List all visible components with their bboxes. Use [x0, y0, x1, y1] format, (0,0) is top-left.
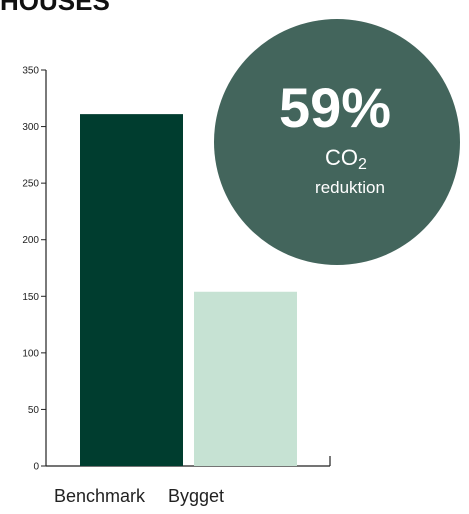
- callout-co2-main: CO: [325, 145, 358, 170]
- bar-bygget: [194, 291, 297, 466]
- chart-heading: HOUSES: [0, 0, 110, 16]
- y-tick-label: 100: [22, 348, 39, 359]
- reduction-callout: 59% CO2 reduktion: [214, 19, 460, 265]
- y-tick-label: 0: [33, 462, 39, 473]
- callout-percent: 59%: [279, 76, 391, 139]
- bars: [80, 114, 297, 466]
- y-tick-label: 200: [22, 235, 39, 246]
- category-label-benchmark: Benchmark: [54, 486, 146, 506]
- y-ticks: 0 50 100 150 200 250 300 350: [22, 66, 46, 473]
- callout-co2: CO2: [325, 145, 367, 173]
- y-tick-label: 150: [22, 292, 39, 303]
- y-tick-label: 300: [22, 122, 39, 133]
- category-labels: Benchmark Bygget: [54, 486, 224, 506]
- bar-benchmark: [80, 114, 183, 466]
- y-tick-label: 50: [28, 405, 40, 416]
- callout-label: reduktion: [315, 178, 385, 197]
- category-label-bygget: Bygget: [168, 486, 224, 506]
- callout-circle: [214, 19, 460, 265]
- callout-co2-subscript: 2: [358, 156, 367, 173]
- y-tick-label: 250: [22, 179, 39, 190]
- y-tick-label: 350: [22, 66, 39, 77]
